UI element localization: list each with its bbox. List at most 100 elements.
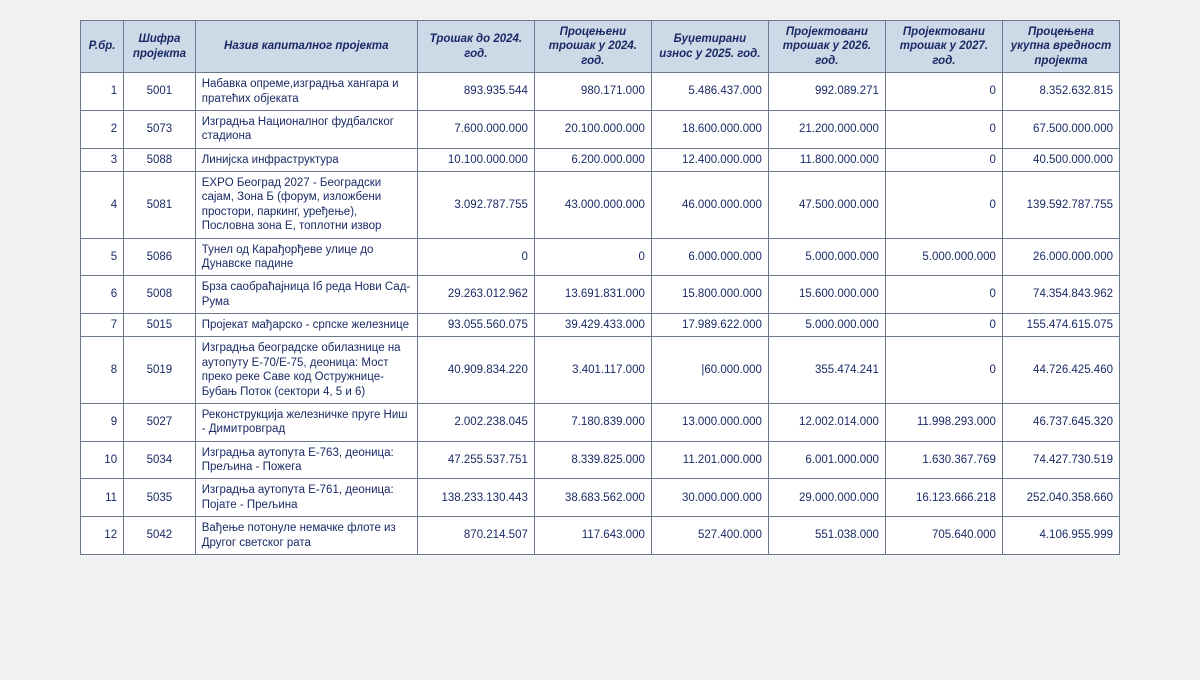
cell-name: Пројекат мађарско - српске железнице bbox=[195, 314, 417, 337]
cell-c1: 893.935.544 bbox=[417, 73, 534, 111]
cell-c6: 44.726.425.460 bbox=[1002, 337, 1119, 404]
cell-code: 5019 bbox=[124, 337, 196, 404]
cell-c3: |60.000.000 bbox=[651, 337, 768, 404]
col-header-idx: Р.бр. bbox=[81, 21, 124, 73]
table-row: 85019Изградња београдске обилазнице на а… bbox=[81, 337, 1120, 404]
cell-c2: 13.691.831.000 bbox=[534, 276, 651, 314]
cell-c3: 18.600.000.000 bbox=[651, 110, 768, 148]
cell-name: Набавка опреме,изградња хангара и пратећ… bbox=[195, 73, 417, 111]
cell-c4: 5.000.000.000 bbox=[768, 238, 885, 276]
col-header-name: Назив капиталног пројекта bbox=[195, 21, 417, 73]
table-header-row: Р.бр.Шифра пројектаНазив капиталног прој… bbox=[81, 21, 1120, 73]
cell-c2: 3.401.117.000 bbox=[534, 337, 651, 404]
cell-c6: 26.000.000.000 bbox=[1002, 238, 1119, 276]
cell-idx: 5 bbox=[81, 238, 124, 276]
cell-idx: 1 bbox=[81, 73, 124, 111]
cell-code: 5034 bbox=[124, 441, 196, 479]
cell-c4: 29.000.000.000 bbox=[768, 479, 885, 517]
cell-c1: 0 bbox=[417, 238, 534, 276]
cell-name: Линијска инфраструктура bbox=[195, 148, 417, 171]
cell-c4: 21.200.000.000 bbox=[768, 110, 885, 148]
cell-c5: 0 bbox=[885, 110, 1002, 148]
cell-c4: 11.800.000.000 bbox=[768, 148, 885, 171]
cell-c2: 7.180.839.000 bbox=[534, 403, 651, 441]
cell-c1: 870.214.507 bbox=[417, 517, 534, 555]
cell-c4: 6.001.000.000 bbox=[768, 441, 885, 479]
cell-c1: 138.233.130.443 bbox=[417, 479, 534, 517]
col-header-c5: Пројектовани трошак у 2027. год. bbox=[885, 21, 1002, 73]
cell-name: Изградња аутопута Е-763, деоница: Прељин… bbox=[195, 441, 417, 479]
table-row: 105034Изградња аутопута Е-763, деоница: … bbox=[81, 441, 1120, 479]
cell-c1: 40.909.834.220 bbox=[417, 337, 534, 404]
cell-c3: 6.000.000.000 bbox=[651, 238, 768, 276]
cell-c3: 30.000.000.000 bbox=[651, 479, 768, 517]
cell-c5: 5.000.000.000 bbox=[885, 238, 1002, 276]
cell-name: Изградња београдске обилазнице на аутопу… bbox=[195, 337, 417, 404]
cell-code: 5081 bbox=[124, 172, 196, 239]
cell-c5: 0 bbox=[885, 172, 1002, 239]
cell-c3: 13.000.000.000 bbox=[651, 403, 768, 441]
cell-c6: 155.474.615.075 bbox=[1002, 314, 1119, 337]
cell-c1: 3.092.787.755 bbox=[417, 172, 534, 239]
cell-name: Изградња аутопута Е-761, деоница: Појате… bbox=[195, 479, 417, 517]
cell-c6: 40.500.000.000 bbox=[1002, 148, 1119, 171]
cell-name: Тунел од Карађорђеве улице до Дунавске п… bbox=[195, 238, 417, 276]
table-row: 115035Изградња аутопута Е-761, деоница: … bbox=[81, 479, 1120, 517]
cell-c6: 74.427.730.519 bbox=[1002, 441, 1119, 479]
cell-c5: 0 bbox=[885, 276, 1002, 314]
cell-c2: 39.429.433.000 bbox=[534, 314, 651, 337]
cell-c2: 117.643.000 bbox=[534, 517, 651, 555]
cell-code: 5027 bbox=[124, 403, 196, 441]
cell-c3: 17.989.622.000 bbox=[651, 314, 768, 337]
cell-c4: 47.500.000.000 bbox=[768, 172, 885, 239]
cell-c4: 355.474.241 bbox=[768, 337, 885, 404]
table-row: 65008Брза саобраћајница Iб реда Нови Сад… bbox=[81, 276, 1120, 314]
table-row: 95027Реконструкција железничке пруге Ниш… bbox=[81, 403, 1120, 441]
cell-c5: 16.123.666.218 bbox=[885, 479, 1002, 517]
cell-c2: 8.339.825.000 bbox=[534, 441, 651, 479]
col-header-c3: Буџетирани износ у 2025. год. bbox=[651, 21, 768, 73]
cell-c5: 0 bbox=[885, 148, 1002, 171]
cell-name: Вађење потонуле немачке флоте из Другог … bbox=[195, 517, 417, 555]
cell-name: Изградња Националног фудбалског стадиона bbox=[195, 110, 417, 148]
cell-idx: 9 bbox=[81, 403, 124, 441]
col-header-c1: Трошак до 2024. год. bbox=[417, 21, 534, 73]
cell-idx: 11 bbox=[81, 479, 124, 517]
cell-c1: 47.255.537.751 bbox=[417, 441, 534, 479]
cell-c5: 1.630.367.769 bbox=[885, 441, 1002, 479]
table-row: 125042Вађење потонуле немачке флоте из Д… bbox=[81, 517, 1120, 555]
cell-code: 5035 bbox=[124, 479, 196, 517]
cell-c6: 74.354.843.962 bbox=[1002, 276, 1119, 314]
cell-name: EXPO Београд 2027 - Београдски сајам, Зо… bbox=[195, 172, 417, 239]
cell-c6: 67.500.000.000 bbox=[1002, 110, 1119, 148]
cell-code: 5073 bbox=[124, 110, 196, 148]
table-row: 45081EXPO Београд 2027 - Београдски саја… bbox=[81, 172, 1120, 239]
col-header-c4: Пројектовани трошак у 2026. год. bbox=[768, 21, 885, 73]
cell-code: 5086 bbox=[124, 238, 196, 276]
cell-c5: 11.998.293.000 bbox=[885, 403, 1002, 441]
cell-c2: 43.000.000.000 bbox=[534, 172, 651, 239]
cell-c4: 15.600.000.000 bbox=[768, 276, 885, 314]
cell-c1: 29.263.012.962 bbox=[417, 276, 534, 314]
cell-c4: 551.038.000 bbox=[768, 517, 885, 555]
cell-c6: 139.592.787.755 bbox=[1002, 172, 1119, 239]
cell-c5: 0 bbox=[885, 314, 1002, 337]
table-row: 15001Набавка опреме,изградња хангара и п… bbox=[81, 73, 1120, 111]
cell-idx: 7 bbox=[81, 314, 124, 337]
cell-idx: 3 bbox=[81, 148, 124, 171]
cell-c3: 527.400.000 bbox=[651, 517, 768, 555]
table-row: 55086Тунел од Карађорђеве улице до Дунав… bbox=[81, 238, 1120, 276]
cell-idx: 4 bbox=[81, 172, 124, 239]
cell-idx: 12 bbox=[81, 517, 124, 555]
cell-c1: 10.100.000.000 bbox=[417, 148, 534, 171]
col-header-c2: Процењени трошак у 2024. год. bbox=[534, 21, 651, 73]
cell-name: Брза саобраћајница Iб реда Нови Сад-Рума bbox=[195, 276, 417, 314]
cell-code: 5008 bbox=[124, 276, 196, 314]
cell-c5: 0 bbox=[885, 73, 1002, 111]
projects-table: Р.бр.Шифра пројектаНазив капиталног прој… bbox=[80, 20, 1120, 555]
cell-c2: 20.100.000.000 bbox=[534, 110, 651, 148]
cell-code: 5042 bbox=[124, 517, 196, 555]
cell-c4: 992.089.271 bbox=[768, 73, 885, 111]
table-row: 35088Линијска инфраструктура10.100.000.0… bbox=[81, 148, 1120, 171]
cell-name: Реконструкција железничке пруге Ниш - Ди… bbox=[195, 403, 417, 441]
